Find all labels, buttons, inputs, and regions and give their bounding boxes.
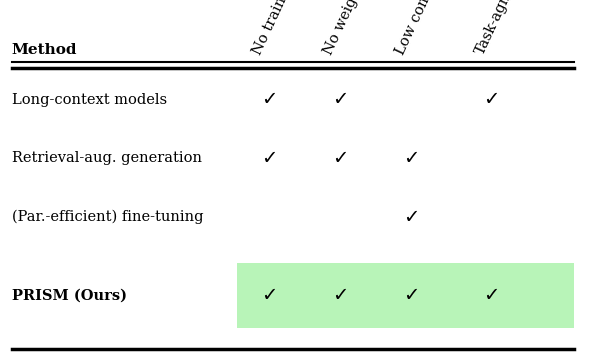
- Text: ✓: ✓: [332, 149, 349, 168]
- Text: ✓: ✓: [403, 208, 420, 227]
- Text: ✓: ✓: [332, 286, 349, 305]
- Text: PRISM (Ours): PRISM (Ours): [12, 288, 127, 303]
- Text: ✓: ✓: [261, 90, 278, 109]
- Text: ✓: ✓: [261, 149, 278, 168]
- Text: Low compute: Low compute: [393, 0, 448, 57]
- Text: Method: Method: [12, 43, 78, 57]
- Text: Retrieval-aug. generation: Retrieval-aug. generation: [12, 151, 202, 166]
- Text: No training: No training: [251, 0, 300, 57]
- Text: ✓: ✓: [403, 149, 420, 168]
- Text: ✓: ✓: [261, 286, 278, 305]
- Text: ✓: ✓: [332, 90, 349, 109]
- Text: Long-context models: Long-context models: [12, 93, 167, 107]
- Text: No weights: No weights: [322, 0, 370, 57]
- Text: (Par.-efficient) fine-tuning: (Par.-efficient) fine-tuning: [12, 210, 203, 224]
- Text: ✓: ✓: [483, 286, 500, 305]
- Text: ✓: ✓: [403, 286, 420, 305]
- Bar: [237, 263, 574, 328]
- Text: ✓: ✓: [483, 90, 500, 109]
- Text: Task-agnostic: Task-agnostic: [473, 0, 528, 57]
